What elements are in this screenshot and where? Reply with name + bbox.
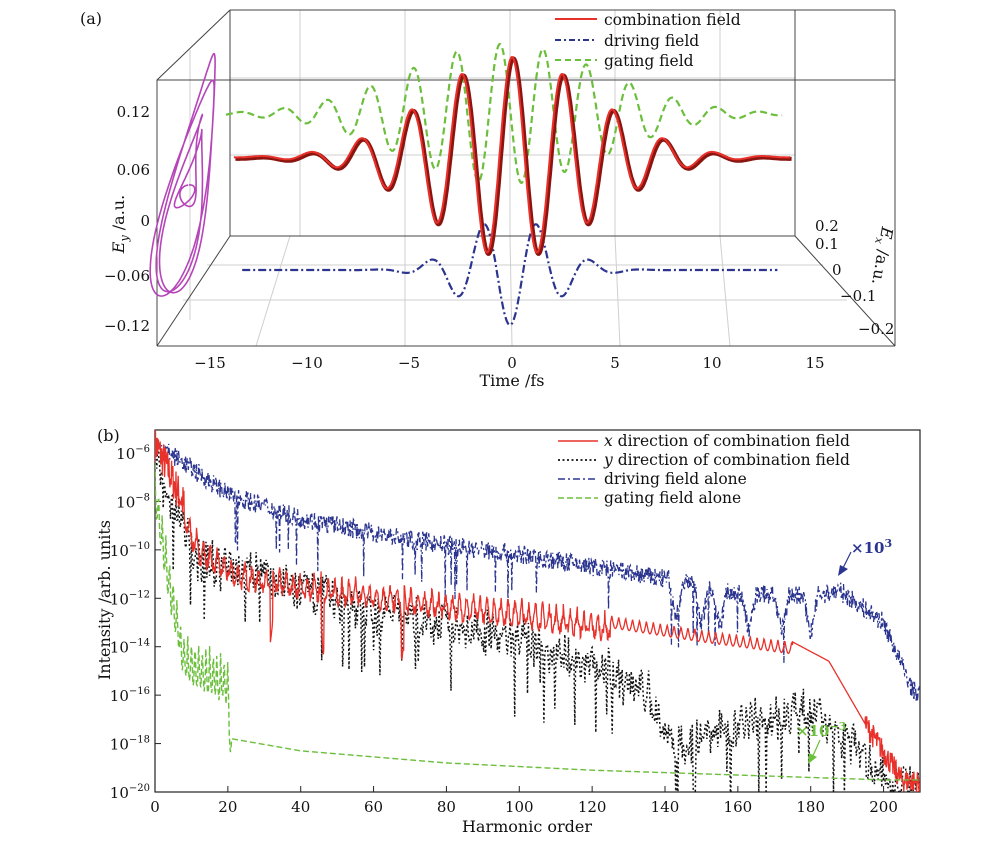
panel-b-plot-frame xyxy=(154,429,921,793)
y-tick-label: 10−6 xyxy=(116,444,150,463)
annotation-down-text: ×10−3 xyxy=(796,720,846,740)
x-tick-label: 60 xyxy=(364,798,383,816)
y-tick-label: 0.12 xyxy=(117,103,150,121)
z-tick-label: 0 xyxy=(832,261,842,279)
ey-unit: /a.u. xyxy=(109,195,128,236)
ex-unit: /a.u. xyxy=(868,243,894,286)
annotation-up-text: ×103 xyxy=(851,537,892,557)
x-tick-label: 0 xyxy=(150,798,160,816)
panel-a-box xyxy=(156,9,896,347)
panel-a-z-ticks: 0.2 0.1 0 −0.1 −0.2 xyxy=(815,217,894,338)
panel-a: (a) xyxy=(80,9,897,390)
x-tick-label: 40 xyxy=(291,798,310,816)
legend-x-prefix: x xyxy=(604,432,613,450)
y-tick-label: 10−20 xyxy=(110,783,150,802)
x-tick-label: 15 xyxy=(805,354,824,372)
panel-a-y-ticks: 0.12 0.06 0 −0.06 −0.12 xyxy=(104,103,150,335)
annotation-up-base: ×10 xyxy=(851,539,884,557)
panel-b-ticks: 0 20 40 60 80 100 120 140 160 180 200 10−6 10−8 10−10… xyxy=(110,444,898,816)
x-tick-label: −15 xyxy=(194,354,226,372)
y-tick-label: 10−10 xyxy=(110,541,150,560)
annotation-x10-minus-3: ×10−3 xyxy=(796,720,846,764)
x-tick-label: 5 xyxy=(610,354,620,372)
z-tick-label: −0.2 xyxy=(858,320,894,338)
annotation-up-exponent: 3 xyxy=(884,537,892,550)
z-tick-label: 0.1 xyxy=(815,235,839,253)
panel-b-x-axis-label: Harmonic order xyxy=(462,817,592,836)
x-tick-label: 20 xyxy=(218,798,237,816)
x-tick-label: 80 xyxy=(437,798,456,816)
panel-b-series xyxy=(155,430,920,792)
panel-b-y-axis-label: Intensity /arb. units xyxy=(95,520,114,680)
legend-label-x-direction: x direction of combination field xyxy=(604,432,850,450)
y-direction-curve xyxy=(155,442,920,792)
legend-y-text: direction of combination field xyxy=(613,451,850,469)
gating-field-alone-curve xyxy=(155,462,920,781)
annotation-down-base: ×10 xyxy=(796,722,829,740)
combination-field-shadow xyxy=(235,56,792,256)
x-direction-curve xyxy=(155,430,920,792)
x-tick-label: 10 xyxy=(702,354,721,372)
combination-field-curve xyxy=(233,55,791,254)
legend-label-gating: gating field xyxy=(604,52,694,70)
x-tick-label: 120 xyxy=(578,798,607,816)
panel-a-x-axis-label: Time /fs xyxy=(479,371,544,390)
ey-symbol: E xyxy=(109,241,128,254)
y-tick-label: −0.12 xyxy=(104,317,150,335)
y-tick-label: 10−12 xyxy=(110,589,150,608)
y-tick-label: 10−8 xyxy=(116,492,150,511)
x-tick-label: 140 xyxy=(651,798,680,816)
annotation-x10-3: ×103 xyxy=(838,537,892,576)
polarization-projection-curve xyxy=(149,52,216,297)
legend-y-prefix: y xyxy=(603,451,613,469)
ex-symbol: E xyxy=(876,225,897,241)
ey-subscript: y xyxy=(118,235,131,243)
panel-a-grid xyxy=(183,10,847,347)
y-tick-label: 0 xyxy=(140,212,150,230)
y-tick-label: 10−18 xyxy=(110,735,150,754)
legend-label-y-direction: y direction of combination field xyxy=(603,451,850,469)
x-tick-label: 200 xyxy=(869,798,898,816)
legend-x-text: direction of combination field xyxy=(613,432,850,450)
x-tick-label: 160 xyxy=(724,798,753,816)
x-tick-label: 0 xyxy=(507,354,517,372)
gating-field-curve xyxy=(225,42,783,185)
ex-subscript: x xyxy=(872,237,886,246)
panel-a-x-ticks: −15 −10 −5 0 5 10 15 xyxy=(194,354,824,372)
z-tick-label: 0.2 xyxy=(815,217,839,235)
panel-a-legend: combination field driving field gating f… xyxy=(555,11,741,70)
legend-label-driving-alone: driving field alone xyxy=(604,470,747,488)
panel-b-legend: x direction of combination field y direc… xyxy=(558,432,850,507)
panel-a-y-axis-label: Ey /a.u. xyxy=(109,195,131,254)
x-tick-label: 100 xyxy=(505,798,534,816)
legend-label-gating-alone: gating field alone xyxy=(604,489,741,507)
x-tick-label: −10 xyxy=(291,354,323,372)
y-tick-label: −0.06 xyxy=(104,267,150,285)
annotation-down-exponent: −3 xyxy=(829,720,846,733)
y-tick-label: 10−14 xyxy=(110,638,150,657)
panel-b: (b) 0 20 40 60 80 100 120 140 160 180 200 10−6 10−8 1… xyxy=(95,426,921,836)
legend-label-combination: combination field xyxy=(604,11,741,29)
x-tick-label: 180 xyxy=(796,798,825,816)
driving-field-alone-curve xyxy=(155,439,920,703)
z-tick-label: −0.1 xyxy=(840,287,876,305)
legend-label-driving: driving field xyxy=(604,32,699,50)
x-tick-label: −5 xyxy=(398,354,420,372)
y-tick-label: 10−16 xyxy=(110,686,150,705)
panel-a-tag: (a) xyxy=(80,9,102,28)
panel-b-tag: (b) xyxy=(97,426,120,445)
panel-a-z-axis-label: Ex /a.u. xyxy=(865,224,897,286)
y-tick-label: 0.06 xyxy=(117,161,150,179)
